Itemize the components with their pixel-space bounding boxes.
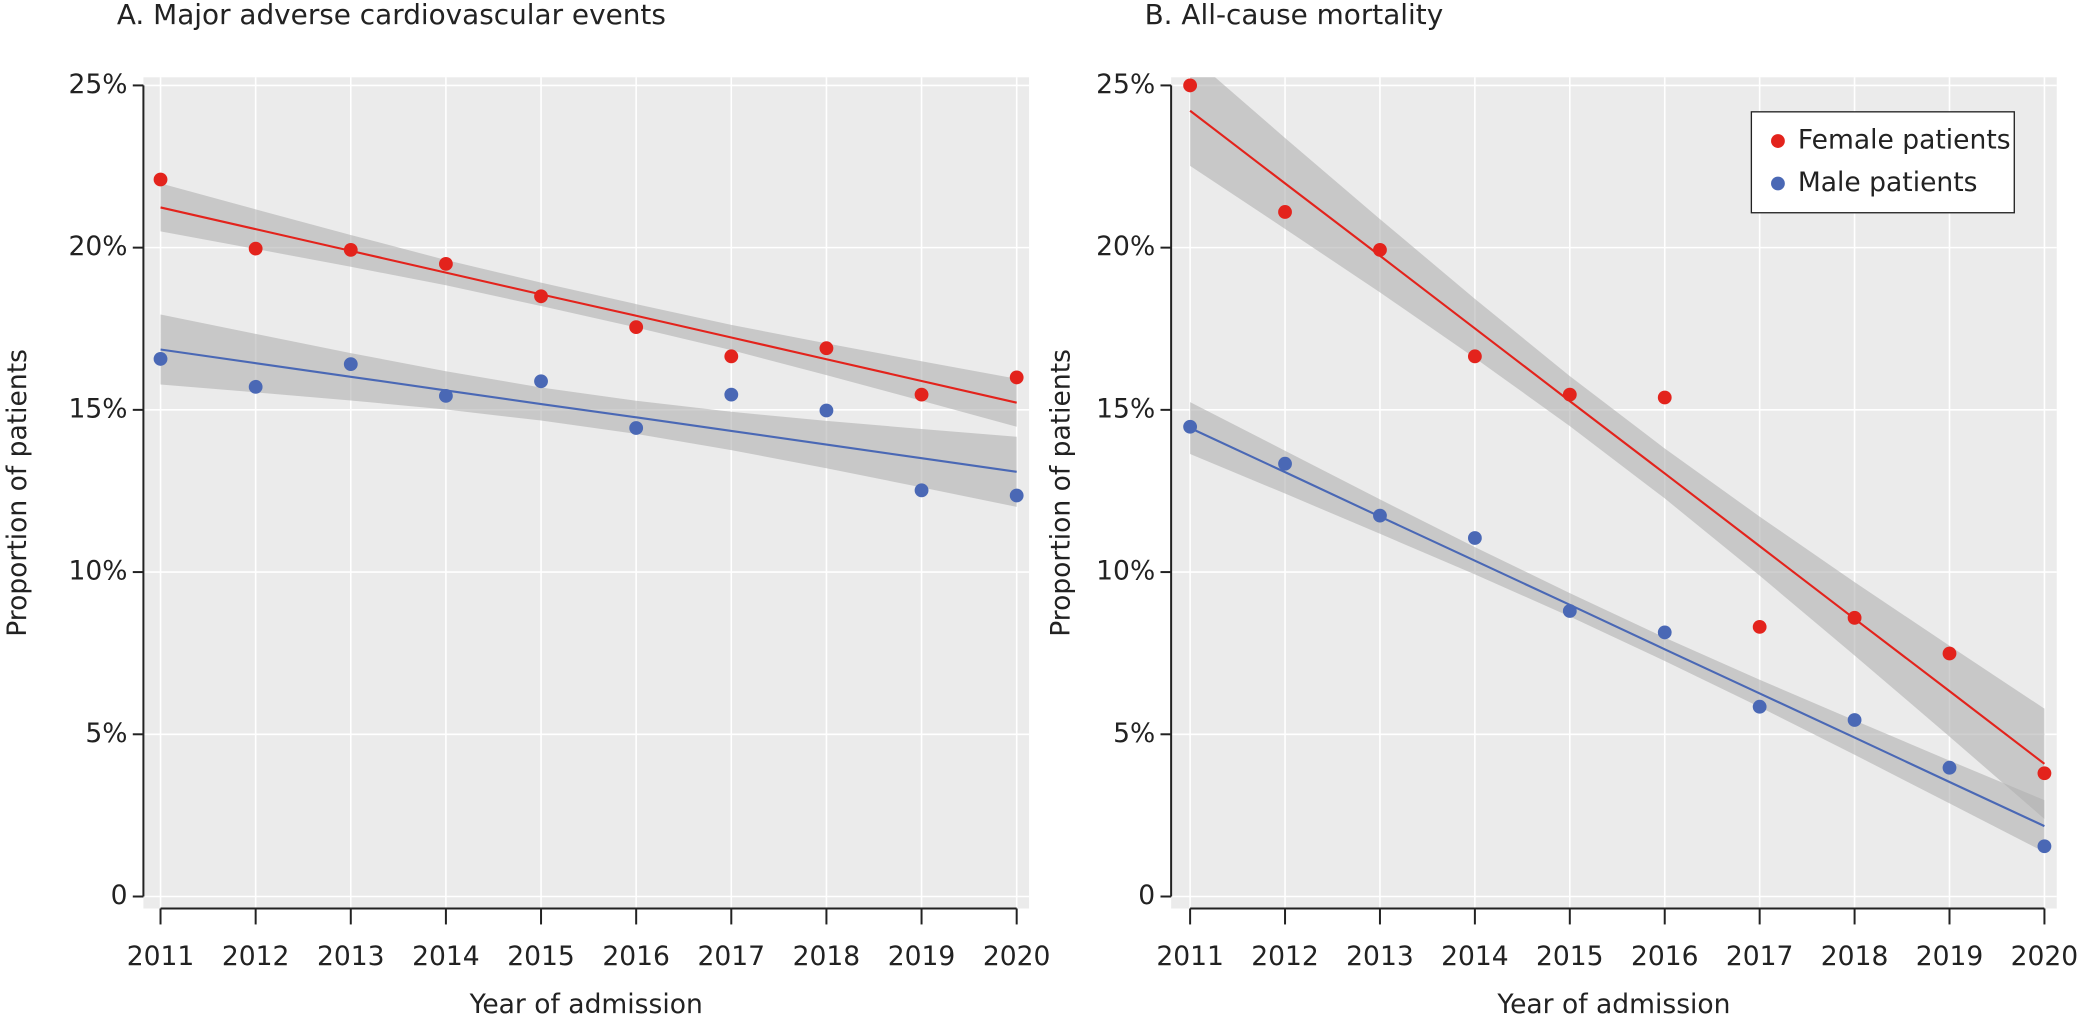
data-point <box>1278 456 1292 471</box>
data-point <box>343 243 358 257</box>
data-point <box>439 256 453 271</box>
data-point <box>1847 713 1862 727</box>
y-tick-label: 5% <box>85 718 127 749</box>
data-point <box>724 349 739 364</box>
x-tick-label: 2011 <box>1156 941 1224 972</box>
x-axis-label: Year of admission <box>1496 989 1730 1020</box>
data-point <box>1562 604 1577 618</box>
y-tick-label: 0 <box>111 880 128 911</box>
data-point <box>1373 508 1387 523</box>
data-point <box>1657 390 1672 405</box>
legend-marker <box>1771 134 1785 148</box>
x-tick-label: 2018 <box>793 941 861 972</box>
legend-box <box>1750 111 2015 214</box>
data-point <box>534 374 548 389</box>
data-point <box>819 341 834 356</box>
data-point <box>153 172 168 187</box>
data-point <box>1009 488 1024 503</box>
data-point <box>1183 419 1198 434</box>
y-tick-label: 10% <box>68 556 127 587</box>
x-tick-label: 2014 <box>412 941 480 972</box>
fit-line <box>1189 109 2046 765</box>
data-point <box>629 320 644 335</box>
data-point <box>1752 699 1767 714</box>
data-point <box>629 421 644 435</box>
data-point <box>819 403 834 418</box>
y-tick-label: 25% <box>68 69 127 100</box>
y-axis-label: Proportion of patients <box>1046 349 1077 637</box>
x-tick-label: 2012 <box>1251 941 1319 972</box>
x-tick-label: 2013 <box>1346 941 1414 972</box>
y-tick-label: 0 <box>1138 880 1155 911</box>
x-tick-label: 2020 <box>2011 941 2079 972</box>
data-point <box>1657 625 1672 640</box>
fit-line <box>160 206 1017 404</box>
x-tick-label: 2015 <box>507 941 575 972</box>
x-axis-label: Year of admission <box>469 989 703 1020</box>
legend-label: Female patients <box>1798 125 2011 156</box>
y-tick-label: 15% <box>1096 393 1155 424</box>
fit-line <box>160 348 1017 473</box>
data-point <box>1373 243 1387 257</box>
plot-area <box>1183 77 2052 854</box>
data-point <box>1562 387 1577 402</box>
data-point <box>1942 760 1957 775</box>
data-point <box>248 241 263 256</box>
data-point <box>2037 839 2052 854</box>
x-tick-label: 2014 <box>1441 941 1509 972</box>
x-tick-label: 2013 <box>317 941 385 972</box>
x-tick-label: 2016 <box>1631 941 1699 972</box>
x-tick-label: 2020 <box>983 941 1051 972</box>
data-point <box>724 387 739 402</box>
y-tick-label: 25% <box>1096 69 1155 100</box>
data-point <box>2037 766 2052 781</box>
data-point <box>1009 370 1024 385</box>
data-point <box>1467 531 1482 545</box>
x-tick-label: 2019 <box>1916 941 1984 972</box>
chart-title: B. All-cause mortality <box>1145 0 1444 31</box>
data-point <box>1847 610 1862 625</box>
data-point <box>534 289 548 304</box>
data-point <box>914 387 929 402</box>
x-tick-label: 2019 <box>888 941 956 972</box>
y-tick-label: 5% <box>1113 718 1155 749</box>
data-point <box>248 379 263 394</box>
data-point <box>1183 78 1198 93</box>
plot-background <box>143 77 1030 909</box>
data-point <box>1467 349 1482 364</box>
x-tick-label: 2015 <box>1536 941 1604 972</box>
x-tick-label: 2017 <box>698 941 766 972</box>
data-point <box>153 352 168 366</box>
data-point <box>439 388 453 403</box>
data-point <box>1942 646 1957 661</box>
x-tick-label: 2016 <box>602 941 670 972</box>
legend-label: Male patients <box>1798 167 1978 198</box>
data-point <box>1752 619 1767 634</box>
y-tick-label: 10% <box>1096 556 1155 587</box>
y-tick-label: 15% <box>68 393 127 424</box>
data-point <box>1278 205 1292 219</box>
y-tick-label: 20% <box>68 231 127 262</box>
x-tick-label: 2018 <box>1821 941 1889 972</box>
chart-title: A. Major adverse cardiovascular events <box>117 0 666 31</box>
y-tick-label: 20% <box>1096 231 1155 262</box>
x-tick-label: 2017 <box>1726 941 1794 972</box>
x-tick-label: 2011 <box>127 941 195 972</box>
plot-area <box>153 172 1024 507</box>
x-tick-label: 2012 <box>222 941 290 972</box>
data-point <box>343 357 358 372</box>
data-point <box>914 483 929 498</box>
legend-marker <box>1771 176 1785 191</box>
fit-line <box>1189 427 2045 828</box>
y-axis-label: Proportion of patients <box>2 349 33 637</box>
confidence-band <box>1190 77 2045 819</box>
